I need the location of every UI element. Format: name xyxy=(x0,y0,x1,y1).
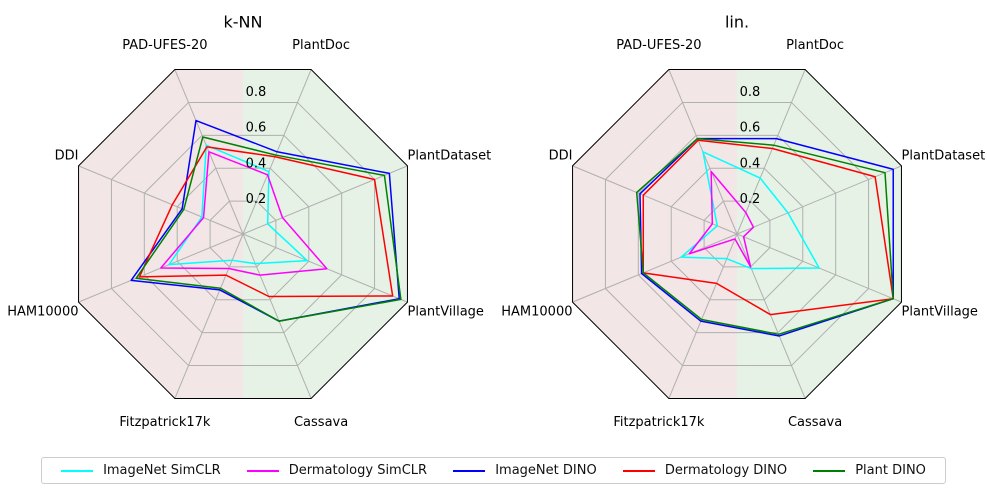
radial-tick-label: 0.8 xyxy=(246,85,267,100)
grid-spoke xyxy=(78,165,244,235)
dermatology-background xyxy=(572,69,737,399)
grid-spoke xyxy=(668,233,738,399)
legend-swatch-dermatology-simclr xyxy=(246,469,279,472)
legend: ImageNet SimCLR Dermatology SimCLR Image… xyxy=(41,457,946,484)
legend-item-plant-dino: Plant DINO xyxy=(813,463,926,478)
axis-label-plantdataset: PlantDataset xyxy=(902,148,986,163)
axis-label-pad-ufes-20: PAD-UFES-20 xyxy=(122,38,207,53)
grid-spoke xyxy=(572,233,738,303)
legend-swatch-plant-dino xyxy=(813,469,846,472)
radial-tick-label: 0.6 xyxy=(740,121,761,136)
legend-label-plant-dino: Plant DINO xyxy=(855,463,926,478)
radial-tick-label: 0.8 xyxy=(740,85,761,100)
legend-label-imagenet-simclr: ImageNet SimCLR xyxy=(103,463,221,478)
series-line-plant-dino xyxy=(635,137,894,336)
axis-label-ham10000: HAM10000 xyxy=(7,305,78,320)
grid-spoke xyxy=(242,165,408,235)
radial-tick-label: 0.4 xyxy=(246,156,267,171)
series-line-imagenet-dino xyxy=(639,137,894,337)
plant-background xyxy=(243,69,408,399)
legend-label-dermatology-simclr: Dermatology SimCLR xyxy=(288,463,428,478)
dermatology-background xyxy=(78,69,243,399)
radial-tick-label: 0.2 xyxy=(740,192,761,207)
legend-item-imagenet-simclr: ImageNet SimCLR xyxy=(61,463,221,478)
grid-spoke xyxy=(736,69,806,235)
axis-label-plantdoc: PlantDoc xyxy=(292,38,350,53)
series-line-dermatology-simclr xyxy=(688,170,755,268)
legend-item-dermatology-dino: Dermatology DINO xyxy=(622,463,788,478)
axis-label-pad-ufes-20: PAD-UFES-20 xyxy=(616,38,701,53)
chart-title: lin. xyxy=(725,13,749,32)
grid-spoke xyxy=(572,165,738,235)
axis-label-plantvillage: PlantVillage xyxy=(902,305,978,320)
legend-item-imagenet-dino: ImageNet DINO xyxy=(453,463,597,478)
series-line-imagenet-dino xyxy=(130,119,400,322)
grid-spoke xyxy=(242,233,312,399)
axis-label-plantdataset: PlantDataset xyxy=(408,148,492,163)
legend-swatch-imagenet-simclr xyxy=(61,469,94,472)
radial-tick-label: 0.2 xyxy=(246,192,267,207)
axis-label-fitzpatrick17k: Fitzpatrick17k xyxy=(119,415,211,430)
series-line-imagenet-simclr xyxy=(168,144,308,266)
legend-swatch-imagenet-dino xyxy=(453,469,486,472)
grid-spoke xyxy=(174,233,244,399)
legend-label-imagenet-dino: ImageNet DINO xyxy=(495,463,597,478)
grid-spoke xyxy=(242,233,408,303)
series-line-dermatology-simclr xyxy=(160,151,328,276)
axis-label-plantdoc: PlantDoc xyxy=(786,38,844,53)
axis-label-ddi: DDI xyxy=(55,148,79,163)
axis-label-ham10000: HAM10000 xyxy=(501,305,572,320)
radar-frame xyxy=(78,69,408,399)
axis-label-cassava: Cassava xyxy=(294,415,348,430)
series-line-imagenet-simclr xyxy=(680,151,820,270)
chart-title: k-NN xyxy=(224,13,263,32)
radar-frame xyxy=(572,69,902,399)
radial-tick-label: 0.6 xyxy=(246,121,267,136)
legend-label-dermatology-dino: Dermatology DINO xyxy=(664,463,788,478)
plant-background xyxy=(737,69,902,399)
radial-tick-label: 0.4 xyxy=(740,156,761,171)
series-line-dermatology-dino xyxy=(642,139,894,316)
series-line-plant-dino xyxy=(135,136,402,322)
axis-label-fitzpatrick17k: Fitzpatrick17k xyxy=(613,415,705,430)
axis-label-cassava: Cassava xyxy=(788,415,842,430)
radar-chart-k-nn: 0.2 0.4 0.6 0.8 PlantDoc PAD-UFES-20 DDI HAM100… xyxy=(7,13,491,431)
axis-label-plantvillage: PlantVillage xyxy=(408,305,484,320)
axis-label-ddi: DDI xyxy=(549,148,573,163)
radar-chart-lin: 0.2 0.4 0.6 0.8 PlantDoc PAD-UFES-20 DDI HAM100… xyxy=(501,13,985,431)
legend-swatch-dermatology-dino xyxy=(622,469,655,472)
legend-item-dermatology-simclr: Dermatology SimCLR xyxy=(246,463,428,478)
